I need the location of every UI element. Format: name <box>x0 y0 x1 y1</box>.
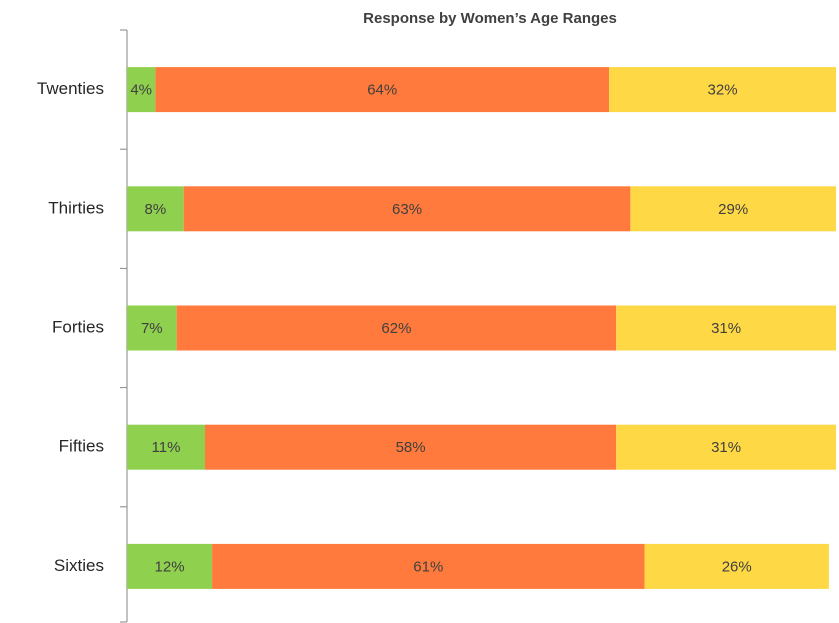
value-label: 31% <box>711 320 741 337</box>
bar-segment <box>127 305 177 351</box>
bar-segment <box>630 186 836 232</box>
value-label: 64% <box>367 82 397 99</box>
bar-segment <box>183 186 631 232</box>
value-label: 11% <box>152 439 181 456</box>
value-label: 61% <box>413 558 443 575</box>
value-label: 8% <box>145 201 167 218</box>
bar-segment <box>616 424 836 470</box>
value-label: 29% <box>718 201 748 218</box>
value-label: 63% <box>392 201 422 218</box>
value-label: 58% <box>396 439 426 456</box>
value-label: 62% <box>381 320 411 337</box>
bar-segment <box>127 543 213 589</box>
chart-title: Response by Women’s Age Ranges <box>363 10 617 27</box>
bar-segment <box>212 543 645 589</box>
value-label: 7% <box>141 320 163 337</box>
bar-segment <box>616 305 836 351</box>
bar-segment <box>644 543 829 589</box>
value-label: 32% <box>708 82 738 99</box>
bar-segment <box>176 305 617 351</box>
bar-segment <box>609 67 836 113</box>
category-label: Forties <box>52 317 104 336</box>
bar-segment <box>155 67 610 113</box>
bar-segment <box>127 67 156 113</box>
category-label: Thirties <box>48 198 104 217</box>
category-label: Sixties <box>54 556 104 575</box>
value-label: 26% <box>722 558 752 575</box>
category-label: Twenties <box>37 79 104 98</box>
bar-segment <box>127 186 184 232</box>
bar-segment <box>127 424 205 470</box>
value-label: 4% <box>130 82 152 99</box>
value-label: 12% <box>155 558 185 575</box>
category-label: Fifties <box>59 437 104 456</box>
bar-segment <box>204 424 617 470</box>
value-label: 31% <box>711 439 741 456</box>
